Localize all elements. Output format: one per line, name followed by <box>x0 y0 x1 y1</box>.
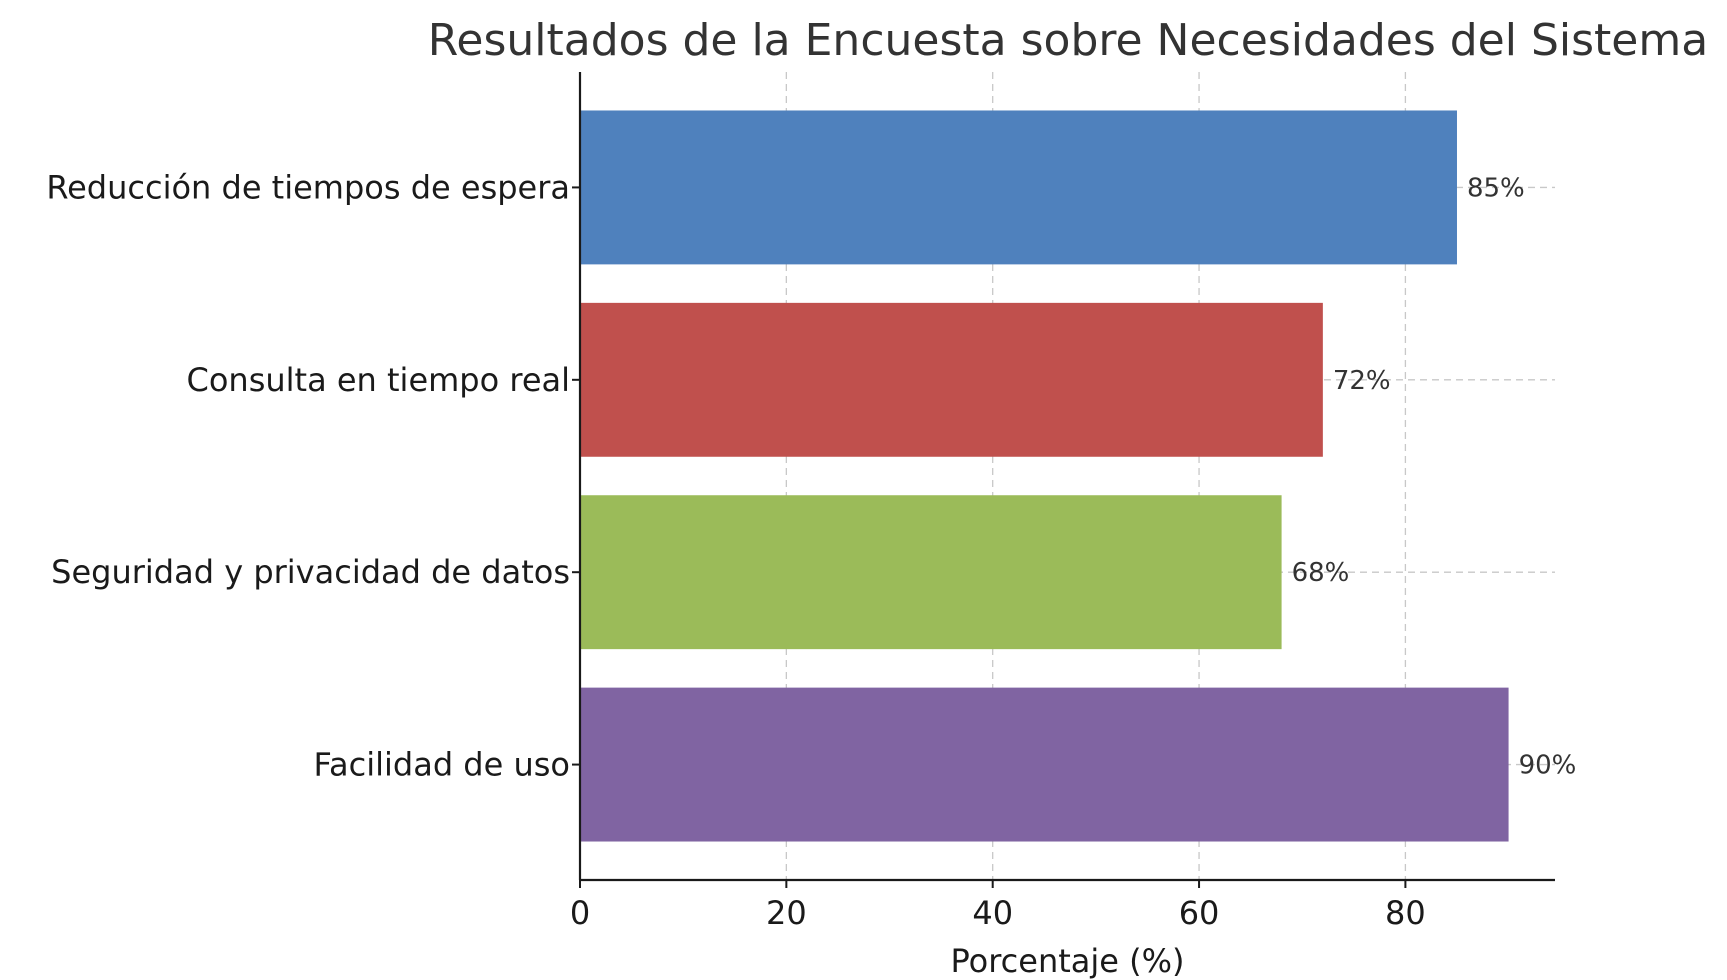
data-label: 85% <box>1467 173 1525 203</box>
category-label: Facilidad de uso <box>314 746 570 784</box>
data-labels: 85% 72% 68% 90% <box>1292 173 1577 780</box>
axes <box>578 72 1555 882</box>
bar <box>580 687 1509 842</box>
x-tick-label: 0 <box>570 894 590 932</box>
x-tick-label: 80 <box>1385 894 1426 932</box>
data-label: 72% <box>1333 366 1391 396</box>
category-label: Reducción de tiempos de espera <box>46 168 570 206</box>
bars <box>580 110 1509 842</box>
bar <box>580 495 1282 650</box>
x-tick-label: 20 <box>766 894 807 932</box>
category-label: Seguridad y privacidad de datos <box>51 553 570 591</box>
category-label: Consulta en tiempo real <box>186 361 570 399</box>
x-tick-label: 60 <box>1179 894 1220 932</box>
x-tick-label: 40 <box>972 894 1013 932</box>
bar <box>580 302 1323 457</box>
data-label: 90% <box>1519 751 1577 781</box>
data-label: 68% <box>1292 558 1350 588</box>
x-axis-title: Porcentaje (%) <box>950 942 1184 980</box>
chart-title: Resultados de la Encuesta sobre Necesida… <box>428 15 1708 66</box>
bar <box>580 110 1457 265</box>
x-ticks: 0 20 40 60 80 <box>570 186 1426 932</box>
category-labels: Reducción de tiempos de espera Consulta e… <box>46 168 570 783</box>
